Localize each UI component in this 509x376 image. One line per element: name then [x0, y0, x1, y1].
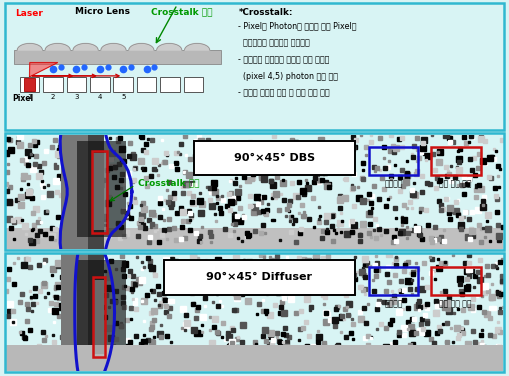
Polygon shape	[157, 44, 182, 50]
Text: 4: 4	[98, 94, 102, 100]
Text: 실제 타겟 픽셀: 실제 타겟 픽셀	[439, 300, 472, 309]
Bar	[77, 141, 126, 237]
Bar	[137, 77, 156, 92]
Bar	[67, 77, 86, 92]
Bar	[431, 147, 480, 175]
Polygon shape	[30, 62, 58, 77]
Bar	[6, 350, 503, 371]
Text: 3: 3	[74, 94, 78, 100]
Text: 90°×45° DBS: 90°×45° DBS	[234, 153, 315, 163]
Text: 실제 타겟 픽셀: 실제 타겟 픽셀	[439, 179, 472, 188]
Bar	[90, 77, 109, 92]
Bar	[184, 77, 203, 92]
Text: - Pixel에 Photon이 입사시 주변 Pixel에: - Pixel에 Photon이 입사시 주변 Pixel에	[238, 22, 357, 30]
Bar	[93, 277, 105, 357]
Bar	[43, 77, 63, 92]
Bar	[160, 77, 180, 92]
Text: Laser: Laser	[16, 9, 43, 18]
Polygon shape	[45, 44, 70, 50]
Bar	[88, 135, 104, 249]
Bar	[369, 267, 418, 295]
Text: 2: 2	[51, 94, 55, 100]
Text: - 고출력 레이저 수신 시 발생 확률 증가: - 고출력 레이저 수신 시 발생 확률 증가	[238, 88, 330, 97]
Text: 검출영역: 검출영역	[384, 300, 403, 309]
Bar	[92, 151, 107, 233]
Polygon shape	[17, 44, 42, 50]
Bar	[20, 77, 39, 92]
Bar	[61, 135, 88, 249]
Text: Crosstalk 발생: Crosstalk 발생	[152, 8, 213, 17]
Bar	[77, 260, 126, 359]
Text: 검출영역: 검출영역	[384, 179, 403, 188]
Bar	[6, 228, 503, 249]
Text: 1: 1	[27, 94, 32, 100]
Bar	[61, 254, 88, 371]
FancyBboxPatch shape	[193, 141, 355, 175]
Text: *Crosstalk:: *Crosstalk:	[238, 8, 293, 17]
Polygon shape	[101, 44, 126, 50]
Bar	[6, 345, 503, 371]
Text: Crosstalk 발생: Crosstalk 발생	[138, 178, 199, 187]
Polygon shape	[129, 44, 154, 50]
Bar	[93, 153, 106, 230]
Text: Micro Lens: Micro Lens	[75, 8, 130, 17]
Bar	[88, 254, 104, 371]
Text: Pixel: Pixel	[12, 94, 33, 103]
Bar	[94, 280, 104, 355]
Polygon shape	[185, 44, 210, 50]
Bar	[431, 267, 480, 295]
Text: (pixel 4,5) photon 검출 발생: (pixel 4,5) photon 검출 발생	[238, 71, 338, 80]
Text: - 레이저가 입력되지 않아야 하는 영역에: - 레이저가 입력되지 않아야 하는 영역에	[238, 55, 330, 64]
Polygon shape	[73, 44, 98, 50]
FancyBboxPatch shape	[164, 260, 355, 295]
Text: 90°×45° Diffuser: 90°×45° Diffuser	[207, 273, 313, 282]
Bar	[369, 147, 418, 175]
Bar	[114, 77, 133, 92]
Text: 5: 5	[121, 94, 125, 100]
Text: 확률적으로 발생하는 간섭현상: 확률적으로 발생하는 간섭현상	[238, 38, 310, 47]
Bar	[14, 50, 221, 64]
Bar	[24, 78, 36, 91]
